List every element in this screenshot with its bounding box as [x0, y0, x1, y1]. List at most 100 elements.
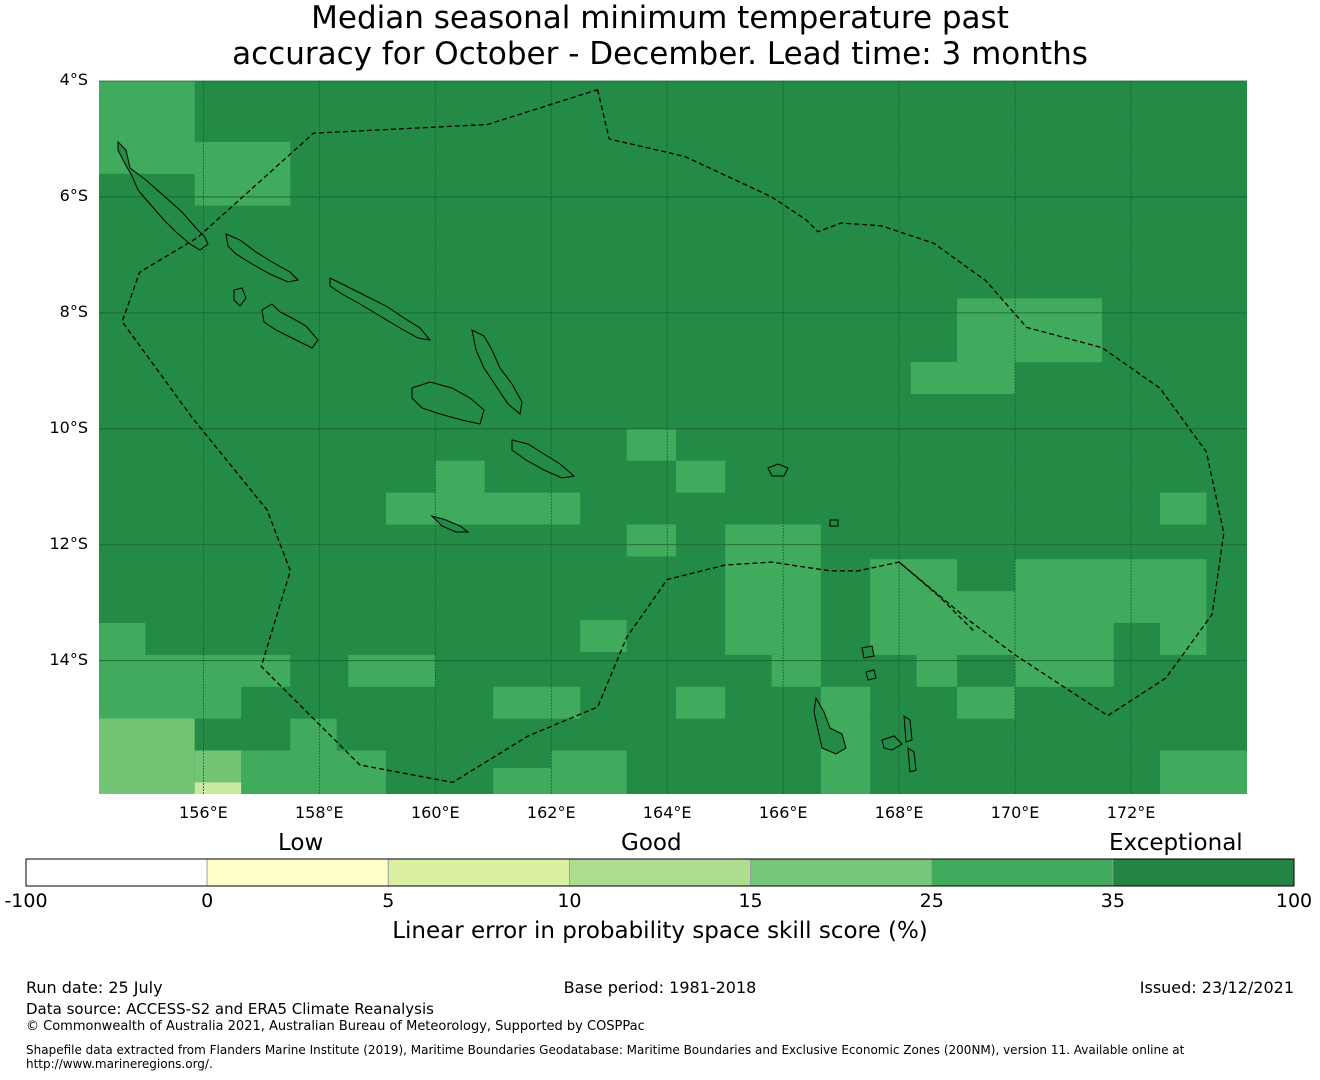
latitude-label: 10°S — [49, 417, 88, 437]
colorbar-tick-label: 15 — [738, 890, 763, 912]
island-tikopia — [829, 519, 839, 527]
colorbar-tick-label: 10 — [557, 890, 582, 912]
grid-cell — [910, 362, 1016, 394]
grid-cell — [348, 654, 436, 687]
grid-cell — [725, 559, 821, 655]
grid-cell — [1160, 623, 1207, 655]
grid-cell — [493, 686, 581, 719]
map-title-line1: Median seasonal minimum temperature past — [311, 0, 1009, 36]
island-bougainville — [117, 140, 209, 251]
grid-cell — [870, 591, 1015, 623]
grid-cell — [99, 623, 146, 655]
island-new-georgia — [261, 303, 319, 349]
grid-cell — [194, 782, 242, 794]
island-malekula — [881, 735, 903, 751]
longitude-label: 162°E — [526, 803, 576, 822]
grid-cell — [675, 460, 726, 493]
longitude-label: 172°E — [1106, 803, 1156, 822]
grid-cell — [870, 623, 917, 655]
island-guadalcanal — [411, 381, 485, 425]
colorbar-tick-label: 35 — [1100, 890, 1125, 912]
grid-cell — [1160, 750, 1247, 794]
colorbar-tick-label: 5 — [382, 890, 395, 912]
colorbar-segment — [387, 858, 570, 887]
map-gridlines — [99, 80, 1247, 794]
island-espiritu-santo — [813, 696, 847, 755]
latitude-label: 8°S — [59, 301, 88, 321]
colorbar-tick-label: 0 — [201, 890, 214, 912]
colorbar-segment — [931, 858, 1114, 887]
grid-cell — [1053, 298, 1102, 363]
grid-cell — [1015, 654, 1114, 687]
colorbar-segment — [25, 858, 208, 887]
grid-cell — [1015, 559, 1207, 592]
longitude-label: 158°E — [294, 803, 344, 822]
longitude-label: 166°E — [758, 803, 808, 822]
copyright: © Commonwealth of Australia 2021, Austra… — [26, 1019, 645, 1034]
island-banks — [865, 669, 877, 681]
latitude-label: 14°S — [49, 649, 88, 669]
colorbar-segment — [1112, 858, 1295, 887]
island-makira — [511, 439, 576, 479]
eez-boundary-secondary — [898, 561, 975, 633]
colorbar-segment — [750, 858, 933, 887]
grid-cell — [957, 298, 1054, 363]
island-malaita — [471, 329, 523, 415]
grid-cell — [99, 686, 242, 719]
grid-cell — [916, 654, 958, 687]
category-good: Good — [621, 830, 682, 856]
island-rennell — [430, 514, 470, 533]
island-santa-isabel — [329, 277, 432, 341]
base-period: Base period: 1981-2018 — [563, 978, 757, 997]
longitude-label: 156°E — [179, 803, 228, 822]
island-pentecost — [907, 747, 917, 773]
grid-cell — [493, 767, 552, 794]
grid-cell — [99, 654, 291, 687]
grid-cell — [1160, 492, 1207, 525]
grid-cell — [626, 428, 676, 461]
grid-cell — [99, 718, 195, 794]
map-title-line2: accuracy for October - December. Lead ti… — [232, 36, 1088, 72]
colorbar-label: Linear error in probability space skill … — [392, 918, 928, 944]
longitude-label: 164°E — [642, 803, 692, 822]
island-torres — [861, 645, 875, 659]
grid-cell — [675, 686, 726, 719]
grid-cell — [241, 750, 337, 794]
colorbar-outline — [25, 858, 1295, 887]
grid-cell — [626, 524, 676, 557]
island-santa-cruz — [767, 463, 789, 477]
grid-cell — [435, 460, 485, 493]
colorbar-tick-label: 100 — [1275, 890, 1313, 912]
grid-cell — [146, 141, 291, 174]
grid-cell — [386, 492, 581, 525]
island-coastlines — [117, 140, 917, 773]
colorbar-segment — [206, 858, 389, 887]
longitude-label: 170°E — [990, 803, 1040, 822]
latitude-label: 4°S — [59, 70, 88, 89]
latitude-label: 12°S — [49, 533, 88, 553]
grid-cell — [1015, 591, 1207, 623]
latitude-label: 6°S — [59, 185, 88, 205]
island-shortlands — [233, 287, 247, 307]
longitude-label: 160°E — [410, 803, 460, 822]
island-choiseul — [225, 233, 300, 283]
issued-date: Issued: 23/12/2021 — [1139, 978, 1294, 997]
colorbar — [25, 858, 1295, 887]
grid-cell — [551, 750, 627, 794]
category-exceptional: Exceptional — [1109, 830, 1243, 856]
colorbar-segment — [569, 858, 751, 887]
longitude-label: 168°E — [874, 803, 924, 822]
grid-cell — [771, 654, 821, 687]
grid-cell — [957, 686, 1016, 719]
category-low: Low — [278, 830, 324, 856]
shapefile-credit-line2: http://www.marineregions.org/. — [26, 1057, 213, 1071]
skill-grid-cells — [99, 81, 1247, 794]
shapefile-credit-line1: Shapefile data extracted from Flanders M… — [26, 1043, 1185, 1057]
colorbar-tick-label: 25 — [919, 890, 944, 912]
data-source: Data source: ACCESS-S2 and ERA5 Climate … — [26, 1000, 434, 1018]
island-ambae — [903, 715, 913, 743]
grid-cell — [580, 620, 627, 652]
grid-cell — [194, 173, 291, 206]
grid-cell — [725, 524, 821, 560]
